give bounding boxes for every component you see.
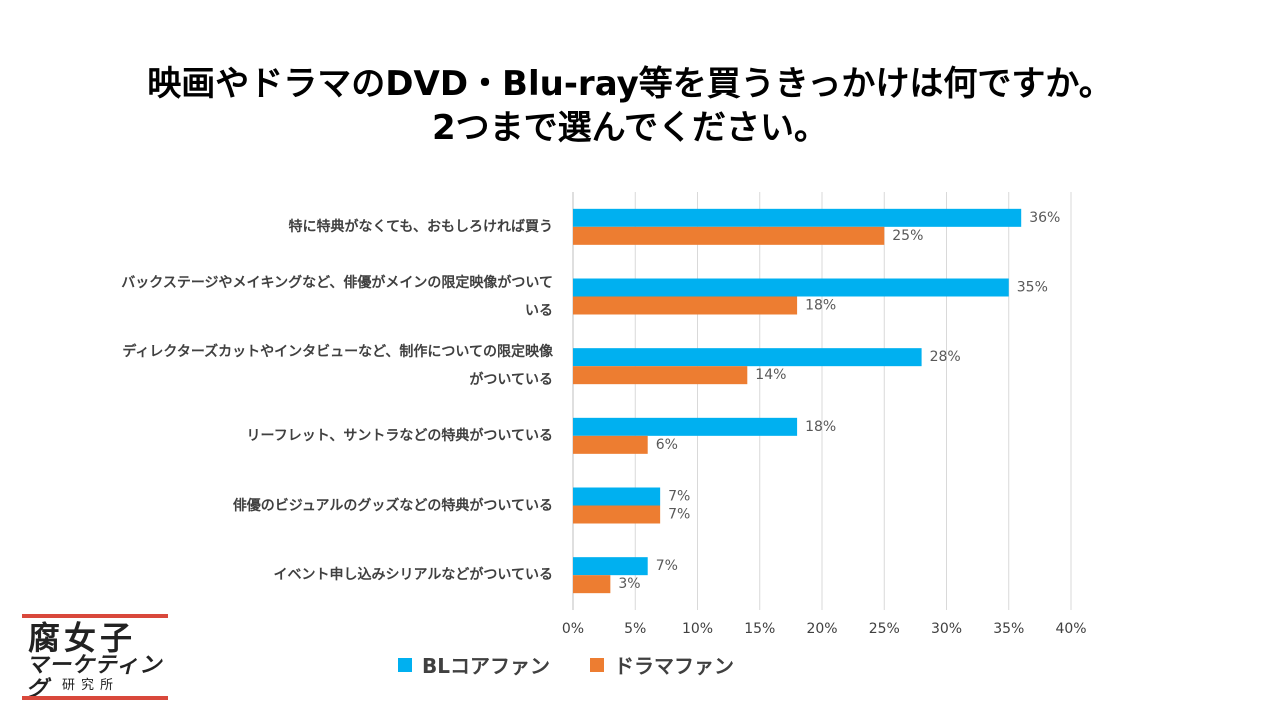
bar-drama (573, 296, 798, 315)
data-label: 25% (892, 228, 923, 244)
data-label: 7% (656, 558, 678, 574)
bar-bl (573, 417, 798, 436)
x-tick-label: 20% (806, 621, 837, 637)
category-label: ディレクターズカットやインタビューなど、制作についての限定映像がついている (33, 338, 553, 394)
data-label: 14% (755, 367, 786, 383)
bar-bl (573, 487, 661, 506)
bar-bl (573, 557, 648, 576)
x-tick-label: 40% (1055, 621, 1086, 637)
category-label: リーフレット、サントラなどの特典がついている (33, 422, 553, 450)
category-label-line: 俳優のビジュアルのグッズなどの特典がついている (232, 497, 553, 514)
category-label-line: イベント申し込みシリアルなどがついている (273, 567, 553, 584)
title-line-1: 映画やドラマのDVD・Blu-ray等を買うきっかけは何ですか。 (147, 64, 1113, 104)
legend-item-drama: ドラマファン (590, 650, 734, 679)
bar-drama (573, 435, 648, 454)
chart-title: 映画やドラマのDVD・Blu-ray等を買うきっかけは何ですか。 2つまで選んで… (0, 62, 1260, 150)
logo: 腐女子 マーケティング 研究所 (22, 614, 172, 702)
bar-drama (573, 366, 748, 385)
legend-swatch-bl (398, 657, 412, 672)
bar-bl (573, 208, 1022, 227)
data-label: 28% (930, 349, 961, 365)
legend: BLコアファン ドラマファン (398, 650, 734, 679)
data-label: 3% (618, 576, 640, 592)
category-label: 俳優のビジュアルのグッズなどの特典がついている (33, 492, 553, 520)
category-label-line: リーフレット、サントラなどの特典がついている (246, 427, 553, 444)
data-label: 7% (668, 489, 690, 505)
category-label-line: ディレクターズカットやインタビューなど、制作についての限定映像 (122, 344, 553, 361)
data-label: 35% (1017, 280, 1048, 296)
category-label-line: がついている (469, 372, 553, 389)
logo-bottom-bar (22, 696, 168, 700)
data-label: 6% (656, 437, 678, 453)
data-label: 18% (805, 298, 836, 314)
category-label: バックステージやメイキングなど、俳優がメインの限定映像がついている (33, 269, 553, 325)
bar-drama (573, 505, 661, 524)
category-label-line: いる (525, 302, 553, 319)
category-label: イベント申し込みシリアルなどがついている (33, 561, 553, 589)
logo-top-bar (22, 614, 168, 618)
category-label-line: バックステージやメイキングなど、俳優がメインの限定映像がついて (121, 274, 553, 291)
legend-label-drama: ドラマファン (614, 654, 734, 678)
logo-line-2: マーケティング (26, 653, 163, 702)
legend-label-bl: BLコアファン (422, 654, 550, 678)
bar-bl (573, 348, 922, 367)
data-label: 7% (668, 507, 690, 523)
x-tick-label: 25% (869, 621, 900, 637)
bar-drama (573, 226, 885, 245)
x-tick-label: 0% (562, 621, 584, 637)
bar-bl (573, 278, 1009, 297)
x-tick-label: 30% (931, 621, 962, 637)
x-tick-label: 15% (744, 621, 775, 637)
x-tick-label: 10% (682, 621, 713, 637)
category-label: 特に特典がなくても、おもしろければ買う (33, 213, 553, 241)
logo-line-3: 研究所 (62, 678, 120, 693)
x-tick-label: 35% (993, 621, 1024, 637)
data-label: 18% (805, 419, 836, 435)
category-label-line: 特に特典がなくても、おもしろければ買う (288, 218, 553, 235)
x-tick-label: 5% (624, 621, 646, 637)
data-label: 36% (1029, 210, 1060, 226)
legend-swatch-drama (590, 657, 604, 672)
bar-drama (573, 575, 611, 594)
legend-item-bl: BLコアファン (398, 650, 550, 679)
logo-line-1: 腐女子 (28, 619, 137, 657)
title-line-2: 2つまで選んでください。 (432, 108, 828, 148)
